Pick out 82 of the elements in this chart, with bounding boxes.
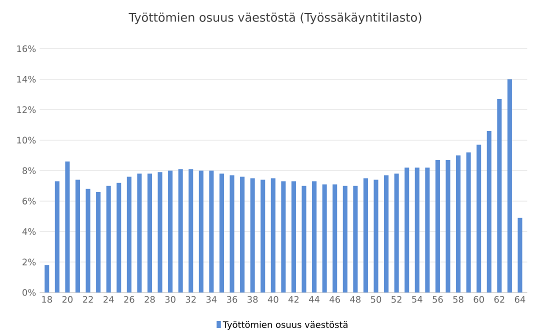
- x-tick-label: 56: [432, 296, 443, 303]
- bar: [486, 131, 492, 292]
- bar: [332, 184, 338, 292]
- bar: [116, 182, 122, 292]
- bar: [240, 176, 245, 292]
- x-tick-label: 60: [474, 296, 484, 303]
- bar: [507, 79, 512, 292]
- x-tick-label: 28: [144, 296, 155, 303]
- x-tick-label: 62: [494, 296, 504, 303]
- x-tick-label: 50: [370, 296, 382, 303]
- x-tick-label: 20: [62, 296, 73, 303]
- bar: [435, 160, 440, 292]
- x-tick-label: 34: [206, 296, 217, 303]
- bar: [158, 172, 162, 292]
- bar: [126, 176, 132, 292]
- x-tick-label: 22: [82, 296, 93, 303]
- bar: [209, 170, 214, 292]
- bar: [178, 169, 183, 292]
- bar: [302, 186, 306, 292]
- bar: [374, 180, 378, 292]
- bar: [260, 180, 266, 292]
- bar: [476, 144, 482, 292]
- x-tick-label: 44: [309, 296, 320, 303]
- legend-label: Työttömien osuus väestöstä: [222, 321, 348, 330]
- bar: [312, 181, 317, 292]
- y-tick-label: 4%: [22, 228, 36, 235]
- y-tick-label: 2%: [22, 258, 36, 266]
- bar: [518, 218, 522, 292]
- y-tick-label: 14%: [17, 76, 36, 83]
- y-tick-label: 0%: [22, 289, 36, 296]
- x-tick-label: 58: [453, 296, 464, 303]
- bar: [86, 188, 90, 292]
- bar: [106, 186, 111, 292]
- bar: [219, 174, 224, 292]
- bar: [137, 174, 142, 292]
- bar: [497, 99, 502, 292]
- bar: [65, 161, 70, 292]
- bar: [270, 178, 276, 292]
- x-tick-label: 32: [186, 296, 196, 303]
- x-tick-label: 36: [226, 296, 238, 303]
- bar: [44, 265, 50, 292]
- y-tick-label: 8%: [22, 167, 36, 174]
- chart-title: Työttömien osuus väestöstä (Työssäkäyntitilasto): [128, 12, 422, 24]
- bar: [168, 170, 173, 292]
- bar: [250, 178, 255, 292]
- x-tick-label: 30: [165, 296, 176, 303]
- bar: [281, 181, 286, 292]
- x-tick-label: 24: [104, 296, 114, 303]
- bar: [466, 152, 471, 292]
- y-tick-label: 12%: [17, 106, 36, 114]
- bar: [456, 155, 461, 292]
- bar: [188, 169, 194, 292]
- y-tick-label: 10%: [17, 136, 36, 144]
- bar: [446, 160, 450, 292]
- bar: [394, 174, 399, 292]
- x-tick-label: 38: [248, 296, 258, 303]
- bar: [363, 178, 368, 292]
- x-tick-label: 52: [392, 296, 402, 303]
- bar: [198, 170, 204, 292]
- bar: [342, 186, 348, 292]
- bar: [384, 175, 389, 292]
- bar: [291, 181, 296, 292]
- bar: [425, 168, 430, 292]
- bar: [54, 181, 60, 292]
- bar: [322, 184, 327, 292]
- bar: [75, 180, 80, 292]
- bar: [147, 174, 152, 292]
- bar: [96, 192, 101, 292]
- bar: [353, 186, 358, 292]
- x-tick-label: 26: [124, 296, 134, 303]
- x-tick-label: 48: [350, 296, 361, 303]
- x-tick-label: 40: [268, 296, 278, 303]
- x-tick-label: 54: [412, 296, 422, 303]
- bar: [230, 175, 234, 292]
- bar: [414, 168, 420, 292]
- bar: [404, 168, 410, 292]
- x-tick-label: 42: [288, 296, 299, 303]
- y-tick-label: 6%: [22, 198, 36, 204]
- x-tick-label: 18: [42, 296, 52, 303]
- x-tick-label: 46: [330, 296, 340, 303]
- y-tick-label: 16%: [17, 45, 36, 52]
- x-tick-label: 64: [514, 296, 526, 303]
